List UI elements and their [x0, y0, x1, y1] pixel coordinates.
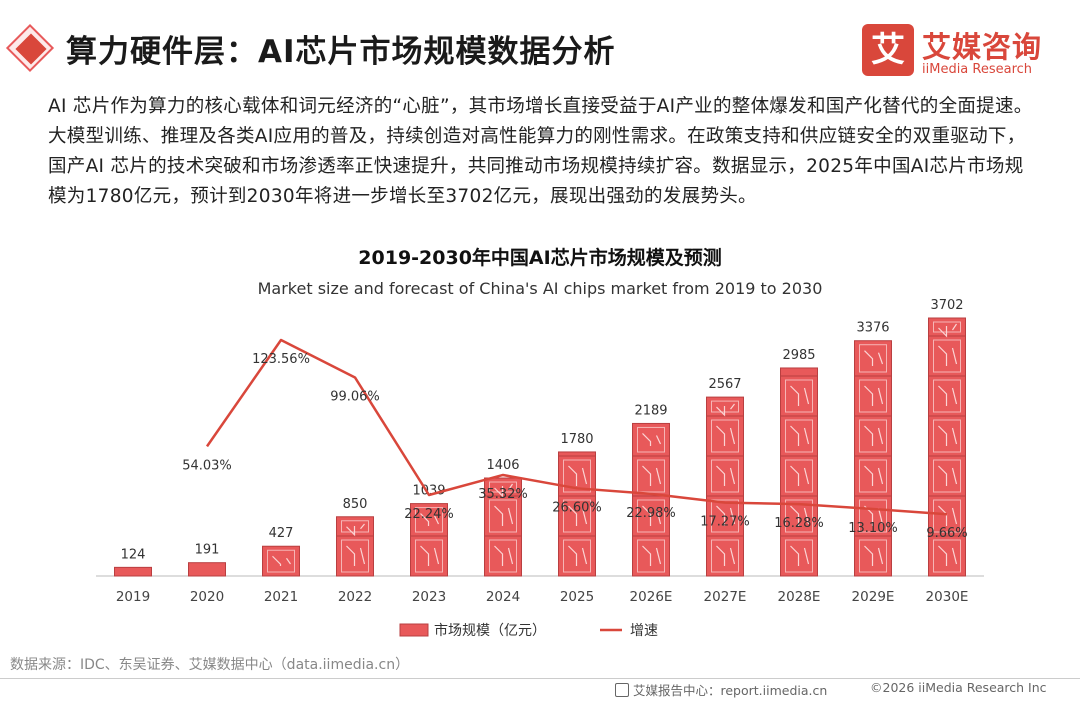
footer-report-center: 艾媒报告中心：report.iimedia.cn: [615, 680, 827, 699]
bar-2027E: [706, 396, 744, 577]
bar-value-label-2026E: 2189: [634, 403, 667, 418]
x-tick-2030E: 2030E: [926, 589, 969, 605]
x-tick-2025: 2025: [560, 589, 594, 605]
growth-label-2021: 123.56%: [252, 352, 310, 367]
footer-copyright: ©2026 iiMedia Research Inc: [870, 680, 1047, 695]
footer-divider: [0, 678, 1080, 679]
brand-logo: 艾 艾媒咨询 iiMedia Research: [862, 24, 1062, 84]
legend-bar-swatch: [399, 623, 429, 637]
brand-name-en: iiMedia Research: [922, 62, 1033, 77]
growth-label-2020: 54.03%: [182, 458, 232, 473]
report-icon: [615, 683, 629, 697]
brand-mark: 艾: [862, 24, 914, 76]
bar-value-label-2029E: 3376: [856, 321, 889, 336]
growth-label-2023: 22.24%: [404, 507, 454, 522]
x-tick-2023: 2023: [412, 589, 446, 605]
bar-2028E: [780, 367, 818, 577]
growth-label-2028E: 16.28%: [774, 516, 824, 531]
growth-label-2030E: 9.66%: [926, 526, 967, 541]
page-title: 算力硬件层：AI芯片市场规模数据分析: [66, 34, 616, 70]
bar-2023: [410, 503, 448, 577]
bar-value-label-2024: 1406: [486, 458, 519, 473]
x-tick-2026E: 2026E: [630, 589, 673, 605]
brand-diamond-icon: [5, 23, 55, 73]
growth-label-2029E: 13.10%: [848, 521, 898, 536]
bar-value-label-2020: 191: [195, 543, 220, 558]
bar-2026E: [632, 422, 670, 577]
x-tick-2028E: 2028E: [778, 589, 821, 605]
bar-2029E: [854, 340, 892, 577]
legend-line-label: 增速: [630, 623, 658, 639]
bar-value-label-2027E: 2567: [708, 377, 741, 392]
growth-label-2025: 26.60%: [552, 500, 602, 515]
growth-label-2024: 35.32%: [478, 487, 528, 502]
bar-value-label-2023: 1039: [412, 484, 445, 499]
bar-2025: [558, 451, 596, 577]
x-tick-2024: 2024: [486, 589, 520, 605]
bar-value-label-2021: 427: [269, 526, 294, 541]
growth-label-2026E: 22.98%: [626, 506, 676, 521]
x-tick-2019: 2019: [116, 589, 150, 605]
bar-2021: [262, 545, 300, 577]
growth-line: [205, 338, 948, 516]
bar-value-label-2022: 850: [343, 497, 368, 512]
intro-paragraph: AI 芯片作为算力的核心载体和词元经济的“心脏”，其市场增长直接受益于AI产业的…: [48, 96, 1033, 207]
x-tick-2022: 2022: [338, 589, 372, 605]
x-tick-2021: 2021: [264, 589, 298, 605]
bar-value-label-2028E: 2985: [782, 348, 815, 363]
x-tick-2027E: 2027E: [704, 589, 747, 605]
growth-label-2027E: 17.27%: [700, 515, 750, 530]
brand-name-cn: 艾媒咨询: [922, 30, 1043, 64]
x-tick-2020: 2020: [190, 589, 224, 605]
x-tick-2029E: 2029E: [852, 589, 895, 605]
chart-title: 2019-2030年中国AI芯片市场规模及预测: [358, 247, 722, 269]
bar-value-label-2025: 1780: [560, 432, 593, 447]
data-source: 数据来源：IDC、东吴证券、艾媒数据中心（data.iimedia.cn）: [10, 657, 410, 673]
bar-2019: [114, 566, 152, 577]
bar-2030E: [928, 317, 966, 577]
bar-2020: [188, 562, 226, 577]
bar-2024: [484, 477, 522, 577]
bar-value-label-2030E: 3702: [930, 298, 963, 313]
footer-center-text: 艾媒报告中心：report.iimedia.cn: [633, 683, 828, 698]
bar-2022: [336, 516, 374, 577]
legend-bar-label: 市场规模（亿元）: [434, 622, 546, 639]
bar-value-label-2019: 124: [121, 547, 146, 562]
chart-subtitle: Market size and forecast of China's AI c…: [257, 279, 823, 298]
growth-label-2022: 99.06%: [330, 389, 380, 404]
